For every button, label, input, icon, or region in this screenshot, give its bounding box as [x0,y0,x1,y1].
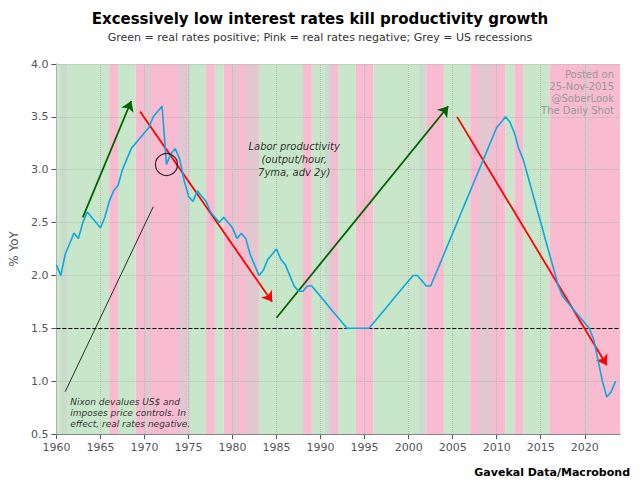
svg-text:25-Nov-2015: 25-Nov-2015 [549,81,614,92]
svg-text:3.0: 3.0 [31,163,49,176]
svg-text:1990: 1990 [307,441,335,454]
svg-text:Posted on: Posted on [565,69,614,80]
svg-text:Green = real rates positive; P: Green = real rates positive; Pink = real… [108,31,533,44]
svg-text:2020: 2020 [571,441,599,454]
svg-text:Nixon devalues US$ and: Nixon devalues US$ and [70,397,180,407]
svg-text:2005: 2005 [439,441,467,454]
svg-text:1985: 1985 [263,441,291,454]
svg-text:Labor productivity: Labor productivity [248,141,341,152]
svg-text:2.5: 2.5 [31,216,49,229]
svg-text:1.5: 1.5 [31,322,49,335]
svg-text:1980: 1980 [219,441,247,454]
svg-text:2.0: 2.0 [31,269,49,282]
svg-text:effect, real rates negative.: effect, real rates negative. [70,419,190,429]
svg-text:1965: 1965 [86,441,114,454]
svg-text:imposes price controls. In: imposes price controls. In [70,408,186,418]
svg-text:0.5: 0.5 [31,428,49,441]
svg-text:2000: 2000 [395,441,423,454]
svg-text:1960: 1960 [42,441,70,454]
svg-text:The Daily Shot: The Daily Shot [540,105,614,116]
svg-text:(output/hour,: (output/hour, [261,154,326,165]
svg-text:2010: 2010 [483,441,511,454]
svg-text:1970: 1970 [130,441,158,454]
svg-text:Gavekal Data/Macrobond: Gavekal Data/Macrobond [474,466,630,479]
svg-text:Excessively low interest rates: Excessively low interest rates kill prod… [92,10,549,28]
svg-text:% YoY: % YoY [7,231,21,267]
svg-text:4.0: 4.0 [31,58,49,71]
svg-text:2015: 2015 [527,441,555,454]
svg-text:1975: 1975 [174,441,202,454]
svg-text:3.5: 3.5 [31,110,49,123]
svg-text:@SoberLook: @SoberLook [552,93,615,104]
svg-text:1995: 1995 [351,441,379,454]
svg-text:7yma, adv 2y): 7yma, adv 2y) [258,167,330,178]
svg-text:1.0: 1.0 [31,375,49,388]
